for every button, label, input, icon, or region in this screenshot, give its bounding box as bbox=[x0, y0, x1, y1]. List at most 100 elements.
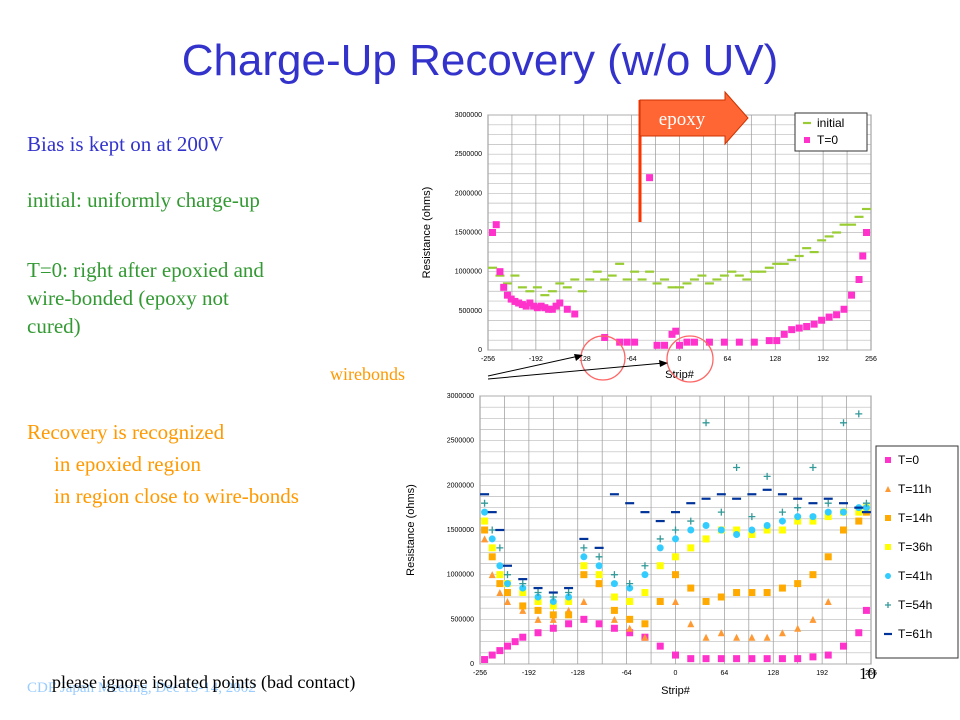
chart1-point-T=0 bbox=[511, 297, 519, 305]
chart2-point-T=11h bbox=[717, 629, 725, 637]
chart1-point-T=0 bbox=[855, 276, 863, 283]
chart2-point-T=54h bbox=[733, 463, 741, 471]
chart2-point-T=54h bbox=[840, 419, 848, 427]
chart2-point-T=11h bbox=[488, 571, 496, 579]
chart2-point-T=11h bbox=[580, 597, 588, 605]
chart2-point-T=0 bbox=[656, 642, 664, 650]
chart2-point-T=41h bbox=[496, 562, 504, 570]
chart2-point-T=54h bbox=[641, 562, 649, 570]
recovery-wirebonds: in region close to wire-bonds bbox=[54, 484, 299, 508]
chart2-xtick-label: 64 bbox=[720, 670, 728, 677]
chart2-point-T=54h bbox=[565, 589, 573, 597]
chart1-point-T=0 bbox=[631, 338, 639, 346]
chart1-point-T=0 bbox=[780, 330, 788, 338]
chart1-ytick-label: 0 bbox=[478, 347, 482, 354]
chart2-point-T=14h bbox=[794, 580, 802, 588]
chart2-xtick-label: 192 bbox=[816, 670, 828, 677]
chart2-point-T=14h bbox=[595, 580, 603, 588]
chart2-point-T=14h bbox=[519, 602, 527, 610]
chart1-point-T=0 bbox=[548, 305, 556, 313]
chart2-point-T=41h bbox=[763, 522, 771, 530]
chart2-ytick-label: 0 bbox=[470, 661, 474, 668]
chart1-point-T=0 bbox=[515, 299, 523, 307]
chart2-point-T=0 bbox=[702, 655, 710, 663]
chart2-point-T=0 bbox=[511, 638, 519, 646]
chart1-point-T=0 bbox=[690, 338, 698, 346]
chart2-point-T=41h bbox=[595, 562, 603, 570]
chart2-legend-marker-T=14h bbox=[885, 515, 891, 521]
chart2-point-T=36h bbox=[824, 513, 832, 521]
chart2-point-T=41h bbox=[641, 571, 649, 579]
chart1-point-T=0 bbox=[773, 337, 781, 345]
chart2-xtick-label: 256 bbox=[865, 670, 877, 677]
chart1-point-T=0 bbox=[653, 341, 661, 349]
chart2-legend-label-T=36h: T=36h bbox=[898, 540, 932, 554]
footer-text: CDF Japan Meeting, Dec 13-14, 2002 bbox=[27, 680, 256, 696]
recovery-epoxied: in epoxied region bbox=[54, 452, 201, 476]
chart1-point-T=0 bbox=[646, 174, 654, 182]
chart2-point-T=36h bbox=[778, 526, 786, 534]
chart2-point-T=14h bbox=[840, 526, 848, 534]
chart2-point-T=54h bbox=[549, 593, 557, 601]
chart2-point-T=14h bbox=[778, 584, 786, 592]
chart2-point-T=36h bbox=[794, 517, 802, 525]
chart2-point-T=11h bbox=[481, 535, 489, 543]
chart2-point-T=0 bbox=[610, 624, 618, 632]
chart1-point-T=0 bbox=[616, 338, 624, 346]
chart2-point-T=41h bbox=[702, 522, 710, 530]
chart2-ylabel: Resistance (ohms) bbox=[405, 484, 417, 576]
chart2-legend-label-T=41h: T=41h bbox=[898, 569, 932, 583]
chart2-point-T=14h bbox=[488, 553, 496, 561]
chart2-point-T=11h bbox=[641, 633, 649, 641]
chart1-point-T=0 bbox=[676, 341, 683, 349]
chart2-point-T=54h bbox=[778, 508, 786, 516]
chart2-xtick-label: 128 bbox=[767, 670, 779, 677]
chart2-point-T=0 bbox=[862, 606, 870, 614]
chart2-point-T=36h bbox=[733, 526, 741, 534]
chart2-point-T=0 bbox=[840, 642, 848, 650]
chart1-point-T=0 bbox=[848, 291, 856, 299]
chart1-xtick-label: -128 bbox=[577, 356, 591, 363]
chart2-point-T=14h bbox=[855, 517, 863, 525]
chart1-ytick-label: 2000000 bbox=[455, 190, 482, 197]
chart2-point-T=36h bbox=[855, 508, 863, 516]
chart2-legend-marker-T=11h bbox=[885, 486, 891, 492]
chart2-point-T=54h bbox=[580, 544, 588, 552]
chart2-point-T=0 bbox=[855, 629, 863, 637]
chart2-point-T=54h bbox=[824, 499, 832, 507]
chart1-point-T=0 bbox=[818, 316, 826, 324]
t0-line-2: wire-bonded (epoxy not bbox=[27, 286, 229, 310]
chart2-point-T=36h bbox=[481, 517, 489, 525]
chart2-legend-label-T=54h: T=54h bbox=[898, 598, 932, 612]
chart2-point-T=14h bbox=[672, 571, 679, 579]
chart1-point-T=0 bbox=[750, 338, 758, 346]
chart2-ytick-label: 2500000 bbox=[447, 438, 474, 445]
wirebond-arrow-left bbox=[487, 355, 580, 377]
t0-line-3: cured) bbox=[27, 314, 81, 338]
chart2-point-T=11h bbox=[702, 633, 710, 641]
chart2-point-T=54h bbox=[809, 463, 817, 471]
chart2-point-T=36h bbox=[580, 562, 588, 570]
chart2-point-T=36h bbox=[641, 589, 649, 597]
chart2-point-T=0 bbox=[794, 655, 802, 663]
chart2-point-T=54h bbox=[488, 526, 496, 534]
chart1-ylabel: Resistance (ohms) bbox=[421, 187, 433, 279]
chart2-xtick-label: 0 bbox=[674, 670, 678, 677]
chart2-point-T=41h bbox=[610, 580, 618, 588]
chart2-point-T=0 bbox=[580, 615, 588, 623]
chart2-legend-marker-T=36h bbox=[885, 544, 891, 550]
chart1-ytick-label: 1500000 bbox=[455, 230, 482, 237]
chart1-xtick-label: -256 bbox=[481, 356, 495, 363]
chart2-point-T=0 bbox=[503, 642, 511, 650]
chart1-point-T=0 bbox=[623, 338, 631, 346]
chart1-xtick-label: 256 bbox=[865, 356, 877, 363]
chart1-legend bbox=[794, 112, 868, 152]
chart2-point-T=36h bbox=[519, 589, 527, 597]
chart2-ytick-label: 1500000 bbox=[447, 527, 474, 534]
chart1-point-T=0 bbox=[552, 302, 560, 310]
chart2-point-T=0 bbox=[481, 656, 489, 664]
chart2-point-T=41h bbox=[534, 593, 542, 601]
chart2-point-T=54h bbox=[481, 499, 489, 507]
chart2-point-T=0 bbox=[687, 655, 695, 663]
chart2-legend-marker-T=54h bbox=[885, 602, 891, 608]
